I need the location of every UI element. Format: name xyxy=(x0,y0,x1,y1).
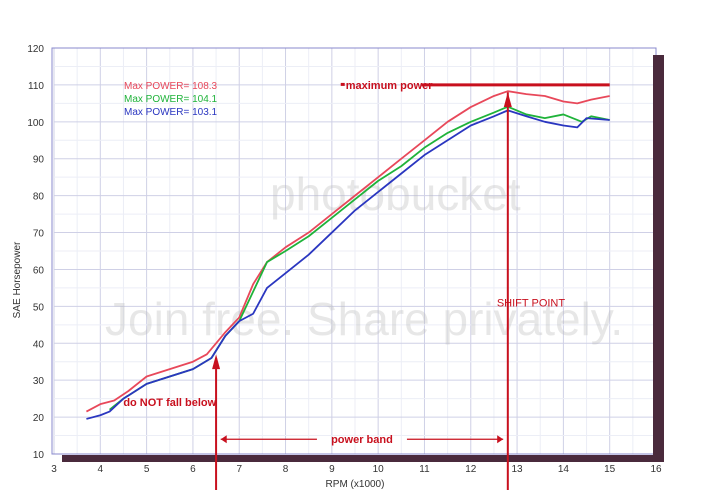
x-tick-label: 12 xyxy=(465,464,477,475)
x-tick-label: 8 xyxy=(283,464,289,475)
y-tick-label: 80 xyxy=(33,192,45,203)
power-band-label: power band xyxy=(331,434,393,446)
legend-item-blue: Max POWER= 103.1 xyxy=(124,107,218,118)
y-tick-label: 50 xyxy=(33,302,45,313)
y-tick-label: 70 xyxy=(33,229,45,240)
y-tick-label: 120 xyxy=(27,44,44,55)
power-band-arrow-right xyxy=(497,435,504,444)
x-tick-label: 10 xyxy=(373,464,385,475)
legend-item-red: Max POWER= 108.3 xyxy=(124,81,218,92)
series-line-blue xyxy=(86,109,610,420)
max-power-label: maximum power xyxy=(346,80,434,92)
grid xyxy=(53,47,657,455)
x-tick-label: 16 xyxy=(650,464,662,475)
y-tick-label: 30 xyxy=(33,376,45,387)
x-axis-label: RPM (x1000) xyxy=(326,479,385,490)
series-line-red xyxy=(85,90,610,413)
x-tick-label: 6 xyxy=(190,464,196,475)
x-tick-label: 11 xyxy=(419,464,430,475)
annotations: maximum power SHIFT POINT do NOT fall belo… xyxy=(123,80,610,490)
axes: 3 4 5 6 7 8 9 10 11 12 13 14 15 16 10 20 30 40 50 60 70 80 90 1… xyxy=(27,44,664,475)
y-tick-label: 90 xyxy=(33,155,45,166)
watermark-line1: photobucket xyxy=(270,168,521,220)
frame-right-bar xyxy=(653,55,664,460)
y-tick-label: 20 xyxy=(33,413,45,424)
y-tick-label: 40 xyxy=(33,339,45,350)
x-tick-label: 14 xyxy=(558,464,570,475)
y-axis-label: SAE Horsepower xyxy=(12,241,23,318)
frame-bottom-bar xyxy=(62,455,664,462)
watermark: photobucket Join free. Share privately. xyxy=(105,168,623,345)
min-rpm-label: do NOT fall below xyxy=(123,397,216,409)
x-tick-label: 7 xyxy=(236,464,242,475)
min-rpm-arrowhead xyxy=(212,354,221,370)
watermark-line2: Join free. Share privately. xyxy=(105,293,623,345)
series-group xyxy=(85,90,610,420)
y-tick-label: 100 xyxy=(27,118,44,129)
x-tick-label: 15 xyxy=(604,464,616,475)
y-tick-label: 110 xyxy=(28,81,44,92)
x-tick-label: 5 xyxy=(144,464,150,475)
legend-item-green: Max POWER= 104.1 xyxy=(124,94,218,105)
y-tick-label: 60 xyxy=(33,265,45,276)
power-band-arrow-left xyxy=(220,435,227,444)
max-power-marker xyxy=(340,82,345,86)
shift-point-arrowhead xyxy=(503,92,512,108)
x-tick-label: 3 xyxy=(51,464,57,475)
y-tick-label: 10 xyxy=(33,450,45,461)
x-tick-label: 4 xyxy=(98,464,104,475)
x-tick-label: 13 xyxy=(512,464,524,475)
shift-point-label: SHIFT POINT xyxy=(497,297,566,309)
legend: Max POWER= 108.3 Max POWER= 104.1 Max PO… xyxy=(124,81,218,118)
x-tick-label: 9 xyxy=(329,464,335,475)
